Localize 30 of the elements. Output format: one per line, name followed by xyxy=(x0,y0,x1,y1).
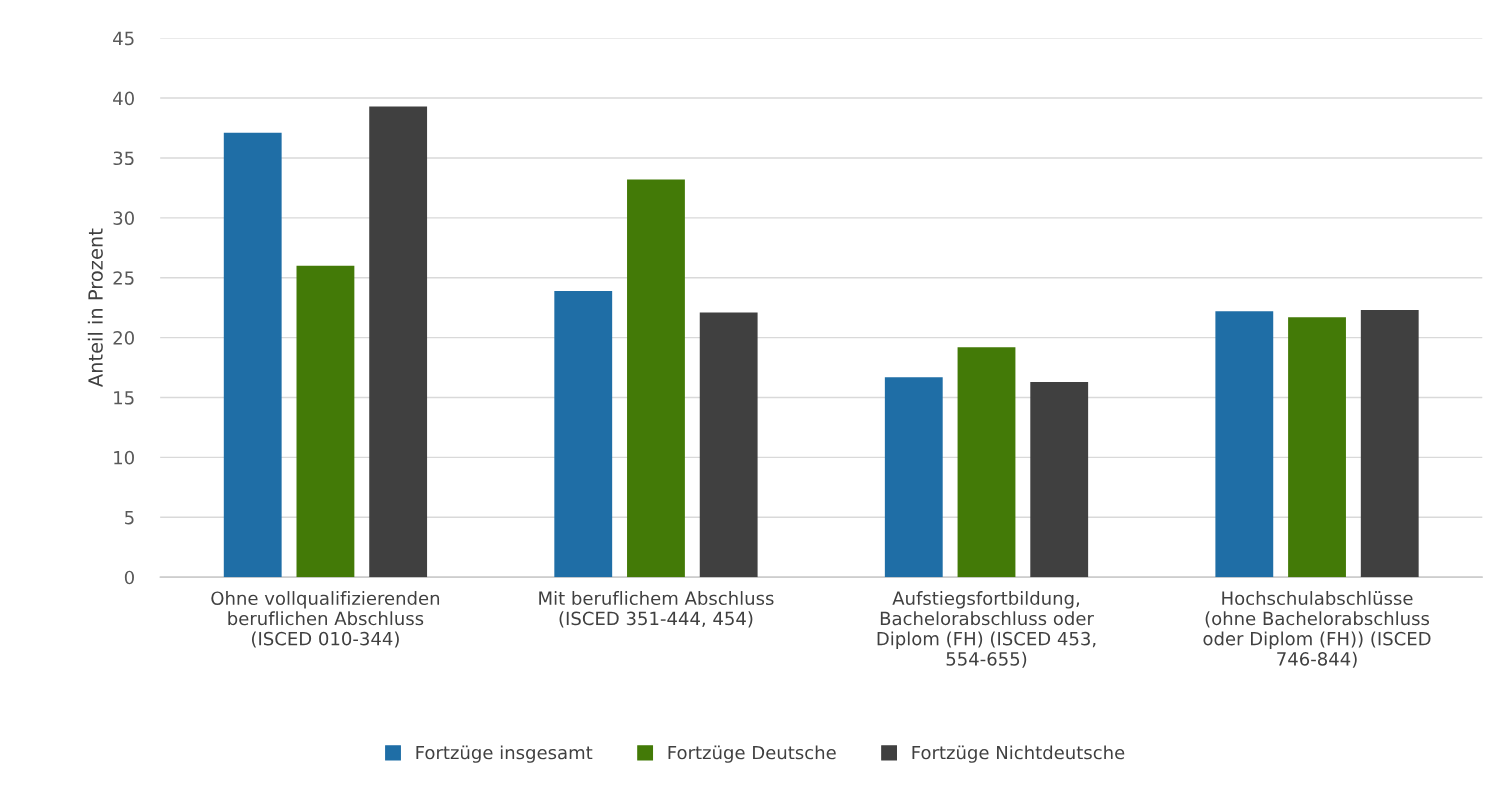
bar xyxy=(957,347,1016,578)
x-tick-label: Ohne vollqualifizierenden beruflichen Abschluss (ISCED 010-344) xyxy=(211,591,440,648)
y-axis-title: Anteil in Prozent xyxy=(87,228,103,388)
bar xyxy=(627,179,685,578)
y-tick-label: 20 xyxy=(113,331,134,345)
y-tick-label: 35 xyxy=(113,151,134,166)
legend-label: Fortzüge Deutsche xyxy=(668,745,836,763)
bar xyxy=(699,312,758,578)
bar xyxy=(369,106,428,578)
bar xyxy=(223,132,282,578)
x-tick-label: Mit beruflichem Abschluss (ISCED 351-444, 454) xyxy=(539,591,774,628)
y-tick-label: 30 xyxy=(113,211,134,225)
y-tick-label: 0 xyxy=(124,570,134,585)
y-tick-label: 15 xyxy=(114,391,134,405)
bar xyxy=(884,377,943,578)
legend-label: Fortzüge insgesamt xyxy=(416,745,593,763)
bar xyxy=(1360,310,1419,578)
x-tick-label: Hochschulabschlüsse (ohne Bachelorabschluss oder Diplom (FH)) (ISCED 746-844) xyxy=(1203,591,1431,668)
y-tick-label: 5 xyxy=(125,510,134,525)
y-tick-label: 40 xyxy=(113,91,134,106)
bar xyxy=(1288,317,1346,578)
bar xyxy=(554,290,613,578)
bar xyxy=(296,265,355,578)
y-tick-label: 10 xyxy=(114,450,134,465)
y-tick-label: 45 xyxy=(113,31,134,46)
bar xyxy=(1215,311,1274,578)
y-tick-label: 25 xyxy=(113,271,134,285)
x-tick-label: Aufstiegsfortbildung, Bachelorabschluss oder Diplom (FH) (ISCED 453, 554-655) xyxy=(877,591,1096,668)
legend-label: Fortzüge Nichtdeutsche xyxy=(912,745,1125,763)
bar xyxy=(1030,381,1089,578)
